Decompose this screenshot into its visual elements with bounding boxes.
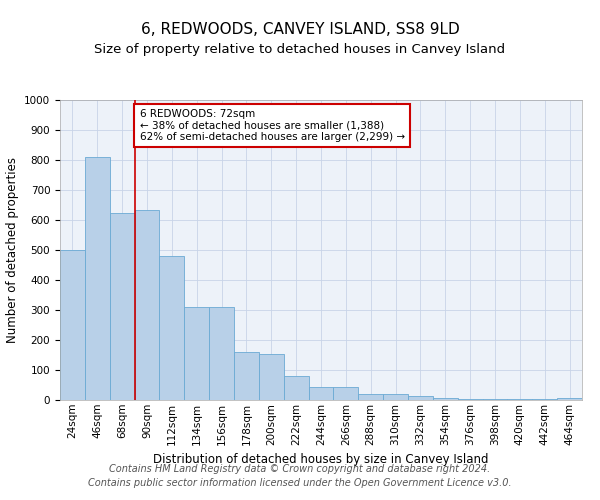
- Bar: [134, 210, 160, 400]
- Bar: [408, 396, 433, 400]
- Text: Contains HM Land Registry data © Crown copyright and database right 2024.
Contai: Contains HM Land Registry data © Crown c…: [88, 464, 512, 487]
- Bar: [110, 212, 134, 400]
- Y-axis label: Number of detached properties: Number of detached properties: [5, 157, 19, 343]
- Bar: [160, 256, 184, 400]
- Text: 6 REDWOODS: 72sqm
← 38% of detached houses are smaller (1,388)
62% of semi-detac: 6 REDWOODS: 72sqm ← 38% of detached hous…: [140, 109, 404, 142]
- Bar: [358, 394, 383, 400]
- Bar: [334, 387, 358, 400]
- Bar: [234, 352, 259, 400]
- Text: Size of property relative to detached houses in Canvey Island: Size of property relative to detached ho…: [94, 42, 506, 56]
- Bar: [284, 376, 308, 400]
- Bar: [184, 307, 209, 400]
- Bar: [557, 398, 582, 400]
- Bar: [308, 386, 334, 400]
- Bar: [209, 307, 234, 400]
- Bar: [433, 398, 458, 400]
- Bar: [60, 250, 85, 400]
- Bar: [259, 354, 284, 400]
- Bar: [508, 399, 532, 400]
- Bar: [85, 157, 110, 400]
- Bar: [482, 399, 508, 400]
- X-axis label: Distribution of detached houses by size in Canvey Island: Distribution of detached houses by size …: [153, 453, 489, 466]
- Bar: [383, 394, 408, 400]
- Text: 6, REDWOODS, CANVEY ISLAND, SS8 9LD: 6, REDWOODS, CANVEY ISLAND, SS8 9LD: [140, 22, 460, 38]
- Bar: [458, 398, 482, 400]
